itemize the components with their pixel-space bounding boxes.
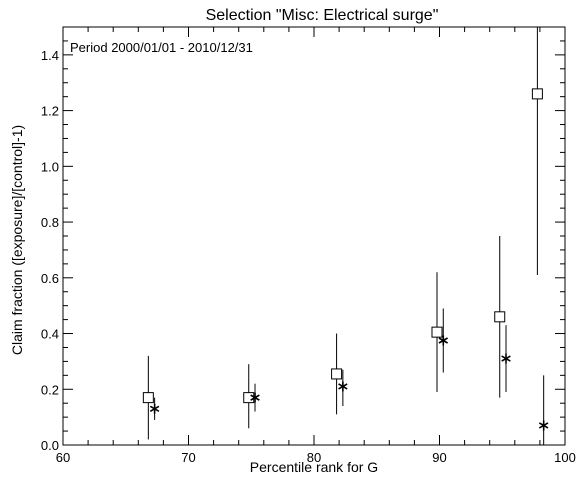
data-marks [142, 27, 549, 445]
asterisk-marker [538, 420, 549, 431]
asterisk-stroke [338, 383, 348, 390]
asterisk-stroke [438, 337, 448, 344]
square-marker [331, 368, 343, 380]
y-tick-label: 0.4 [41, 327, 59, 342]
x-tick-label: 60 [56, 450, 70, 465]
square-marker [243, 392, 255, 404]
asterisk-marker [149, 403, 160, 414]
period-annotation: Period 2000/01/01 - 2010/12/31 [70, 40, 253, 55]
asterisk-stroke [149, 405, 160, 412]
y-tick-label: 0.6 [41, 271, 59, 286]
y-tick-label: 1.4 [41, 48, 59, 63]
y-tick-label: 0.0 [41, 438, 59, 453]
x-tick-label: 70 [181, 450, 195, 465]
asterisk-marker [338, 381, 348, 392]
asterisk-marker [438, 335, 448, 346]
square-marker [431, 326, 443, 338]
y-tick-label: 0.2 [41, 382, 59, 397]
asterisk-stroke [501, 355, 511, 362]
x-tick-label: 100 [554, 450, 576, 465]
x-tick-label: 80 [307, 450, 321, 465]
square-marker [531, 88, 543, 100]
y-tick-label: 0.8 [41, 215, 59, 230]
y-tick-label: 1.2 [41, 104, 59, 119]
asterisk-marker [250, 392, 260, 403]
y-tick-label: 1.0 [41, 159, 59, 174]
axes-group: 60 70 80 90 100 0.0 0.2 0.4 0.6 0.8 1.0 1.2 1.4 [41, 26, 576, 465]
chart-title: Selection "Misc: Electrical surge" [206, 7, 439, 24]
asterisk-stroke [250, 394, 260, 401]
plot-frame [62, 26, 566, 446]
y-axis-label: Claim fraction ([exposure]/[control]-1) [9, 125, 25, 355]
square-marker [494, 311, 506, 323]
asterisk-stroke [538, 422, 549, 429]
square-marker [142, 392, 154, 404]
x-axis-label: Percentile rank for G [250, 459, 378, 475]
x-tick-label: 90 [432, 450, 446, 465]
asterisk-marker [501, 353, 511, 364]
